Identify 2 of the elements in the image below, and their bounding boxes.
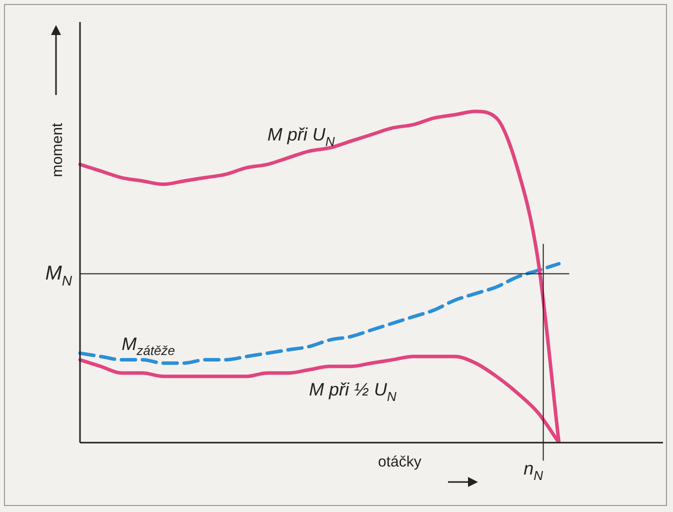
x-axis-title: otáčky [378,454,422,471]
y-axis-title: moment [49,122,66,178]
